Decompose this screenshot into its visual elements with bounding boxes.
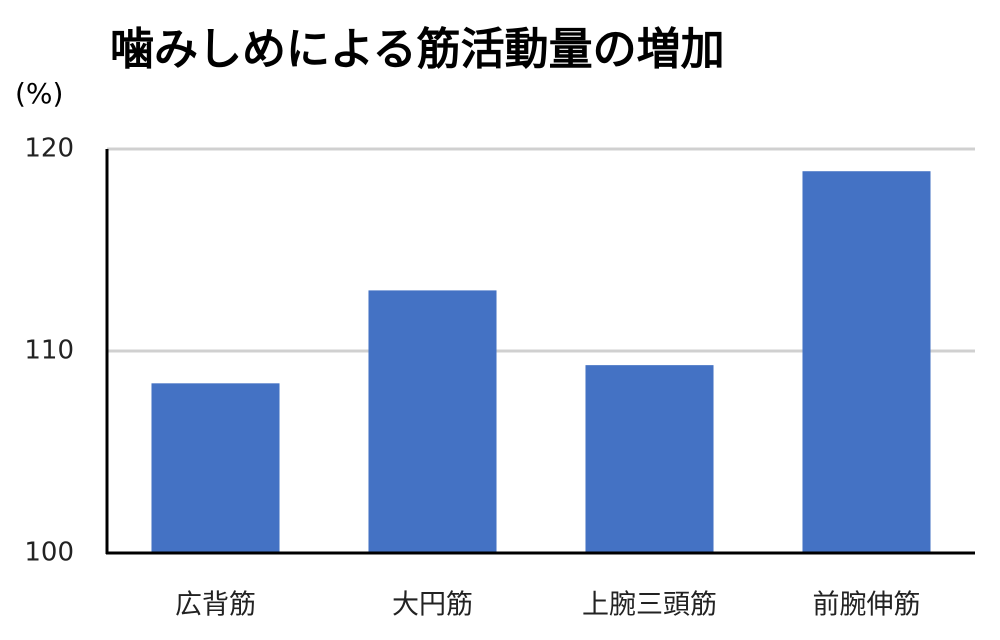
bar: [151, 383, 280, 553]
x-tick-label: 大円筋: [392, 590, 473, 621]
y-tick-label: 100: [24, 538, 74, 568]
x-tick-label: 広背筋: [175, 590, 256, 621]
y-axis-label: (%): [15, 77, 63, 110]
x-tick-label: 上腕三頭筋: [582, 590, 717, 621]
bar: [368, 290, 497, 553]
bar: [802, 171, 931, 553]
y-tick-label: 110: [24, 336, 74, 366]
y-tick-label: 120: [24, 134, 74, 164]
bar: [585, 365, 714, 553]
chart-title: 噛みしめによる筋活動量の増加: [110, 24, 725, 75]
x-tick-label: 前腕伸筋: [813, 590, 921, 621]
